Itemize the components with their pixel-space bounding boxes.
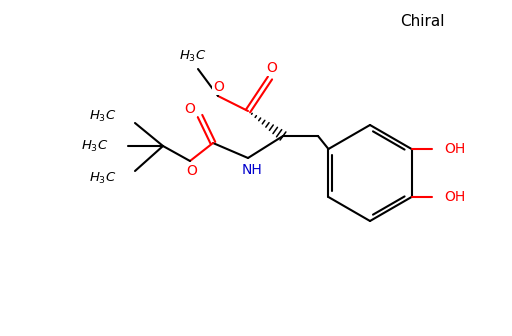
Text: O: O <box>214 80 224 94</box>
Text: O: O <box>186 164 198 178</box>
Text: $H_3C$: $H_3C$ <box>179 48 207 64</box>
Text: NH: NH <box>242 163 262 177</box>
Text: $H_3C$: $H_3C$ <box>89 109 116 124</box>
Text: Chiral: Chiral <box>400 13 444 29</box>
Text: $H_3C$: $H_3C$ <box>89 170 116 185</box>
Text: O: O <box>184 102 196 116</box>
Text: OH: OH <box>444 190 466 204</box>
Text: $H_3C$: $H_3C$ <box>80 138 108 154</box>
Text: O: O <box>267 61 278 75</box>
Text: OH: OH <box>444 142 466 156</box>
